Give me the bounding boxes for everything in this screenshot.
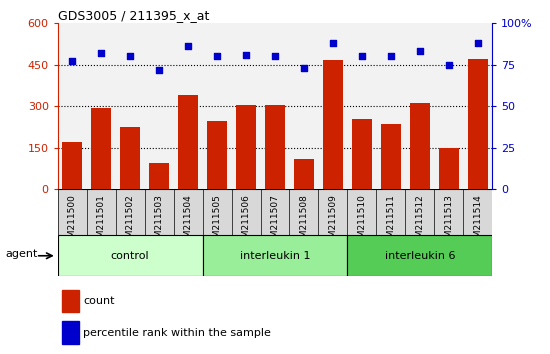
Text: interleukin 6: interleukin 6 [384,251,455,261]
Point [184,44,192,49]
Text: control: control [111,251,150,261]
Text: percentile rank within the sample: percentile rank within the sample [83,328,271,338]
Text: GSM211509: GSM211509 [328,194,338,249]
Text: GSM211507: GSM211507 [271,194,279,249]
Bar [178,95,198,189]
Bar [207,121,227,189]
Bar [62,290,79,312]
Bar [381,124,401,189]
Bar [202,235,348,276]
Point [358,53,366,59]
Text: GSM211511: GSM211511 [386,194,395,249]
Text: GSM211500: GSM211500 [68,194,77,249]
Bar [62,142,82,189]
Text: GSM211514: GSM211514 [473,194,482,249]
Text: GSM211506: GSM211506 [241,194,251,249]
Bar [410,103,430,189]
Point [241,52,250,57]
Text: GSM211504: GSM211504 [184,194,192,249]
Bar [352,119,372,189]
Point [68,58,76,64]
Bar [236,105,256,189]
Text: count: count [83,296,114,306]
Text: GSM211503: GSM211503 [155,194,164,249]
Text: GSM211512: GSM211512 [415,194,425,249]
Bar [91,108,111,189]
Point [97,50,106,56]
Point [328,40,337,46]
Point [415,48,424,54]
Bar [62,321,79,344]
Text: GSM211508: GSM211508 [299,194,309,249]
Bar [149,163,169,189]
Point [271,53,279,59]
Point [444,62,453,68]
Bar [348,235,492,276]
Bar [120,127,140,189]
Text: GSM211505: GSM211505 [212,194,222,249]
Point [213,53,222,59]
Bar [58,235,202,276]
Point [387,53,395,59]
Bar [468,59,488,189]
Text: GSM211513: GSM211513 [444,194,453,249]
Point [474,40,482,46]
Text: GSM211510: GSM211510 [358,194,366,249]
Text: agent: agent [6,249,38,259]
Bar [265,105,285,189]
Text: GDS3005 / 211395_x_at: GDS3005 / 211395_x_at [58,9,209,22]
Point [300,65,309,71]
Bar [323,61,343,189]
Text: interleukin 1: interleukin 1 [240,251,310,261]
Text: GSM211501: GSM211501 [97,194,106,249]
Text: GSM211502: GSM211502 [125,194,135,249]
Point [126,53,135,59]
Bar [294,159,314,189]
Point [155,67,163,73]
Bar [439,148,459,189]
